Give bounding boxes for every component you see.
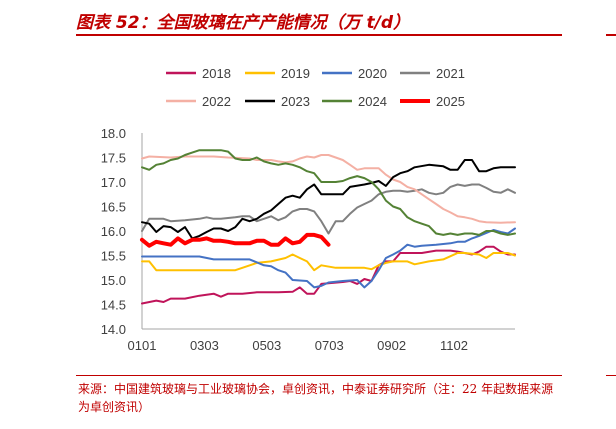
legend-label-2024: 2024 bbox=[358, 94, 387, 109]
title-rule bbox=[76, 34, 562, 36]
y-tick-label: 17.0 bbox=[101, 175, 126, 190]
edge-rule-top bbox=[606, 34, 616, 36]
legend-label-2021: 2021 bbox=[436, 66, 465, 81]
legend-label-2019: 2019 bbox=[281, 66, 310, 81]
source-rule bbox=[76, 375, 562, 376]
series-line-2021 bbox=[141, 183, 516, 235]
series-line-2023 bbox=[141, 159, 516, 240]
edge-rule-bottom bbox=[606, 375, 616, 376]
legend-label-2025: 2025 bbox=[436, 94, 465, 109]
legend-label-2020: 2020 bbox=[358, 66, 387, 81]
figure-title: 图表 52：全国玻璃在产产能情况（万 t/d） bbox=[76, 13, 410, 33]
legend-label-2018: 2018 bbox=[202, 66, 231, 81]
x-tick-label: 1102 bbox=[440, 338, 468, 353]
x-tick-label: 0303 bbox=[190, 338, 219, 353]
legend-label-2022: 2022 bbox=[202, 94, 231, 109]
y-tick-label: 15.0 bbox=[101, 273, 126, 288]
series-line-2025 bbox=[140, 232, 331, 248]
y-tick-label: 15.5 bbox=[101, 249, 126, 264]
source-note: 来源：中国建筑玻璃与工业玻璃协会，卓创资讯，中泰证券研究所（注：22 年起数据来… bbox=[78, 382, 554, 414]
x-tick-label: 0902 bbox=[377, 338, 406, 353]
series-line-2024 bbox=[141, 149, 516, 236]
series-line-2020 bbox=[141, 227, 516, 289]
y-tick-label: 17.5 bbox=[101, 151, 126, 166]
legend-label-2023: 2023 bbox=[281, 94, 310, 109]
y-tick-label: 16.0 bbox=[101, 224, 126, 239]
y-tick-label: 14.5 bbox=[101, 298, 126, 313]
series-line-2018 bbox=[141, 245, 516, 305]
y-tick-label: 14.0 bbox=[101, 322, 126, 337]
x-tick-label: 0101 bbox=[128, 338, 157, 353]
x-tick-label: 0503 bbox=[252, 338, 281, 353]
y-tick-label: 18.0 bbox=[101, 126, 126, 141]
y-tick-label: 16.5 bbox=[101, 200, 126, 215]
series-line-2022 bbox=[141, 154, 516, 224]
x-tick-label: 0703 bbox=[315, 338, 344, 353]
series-line-2019 bbox=[141, 252, 516, 272]
